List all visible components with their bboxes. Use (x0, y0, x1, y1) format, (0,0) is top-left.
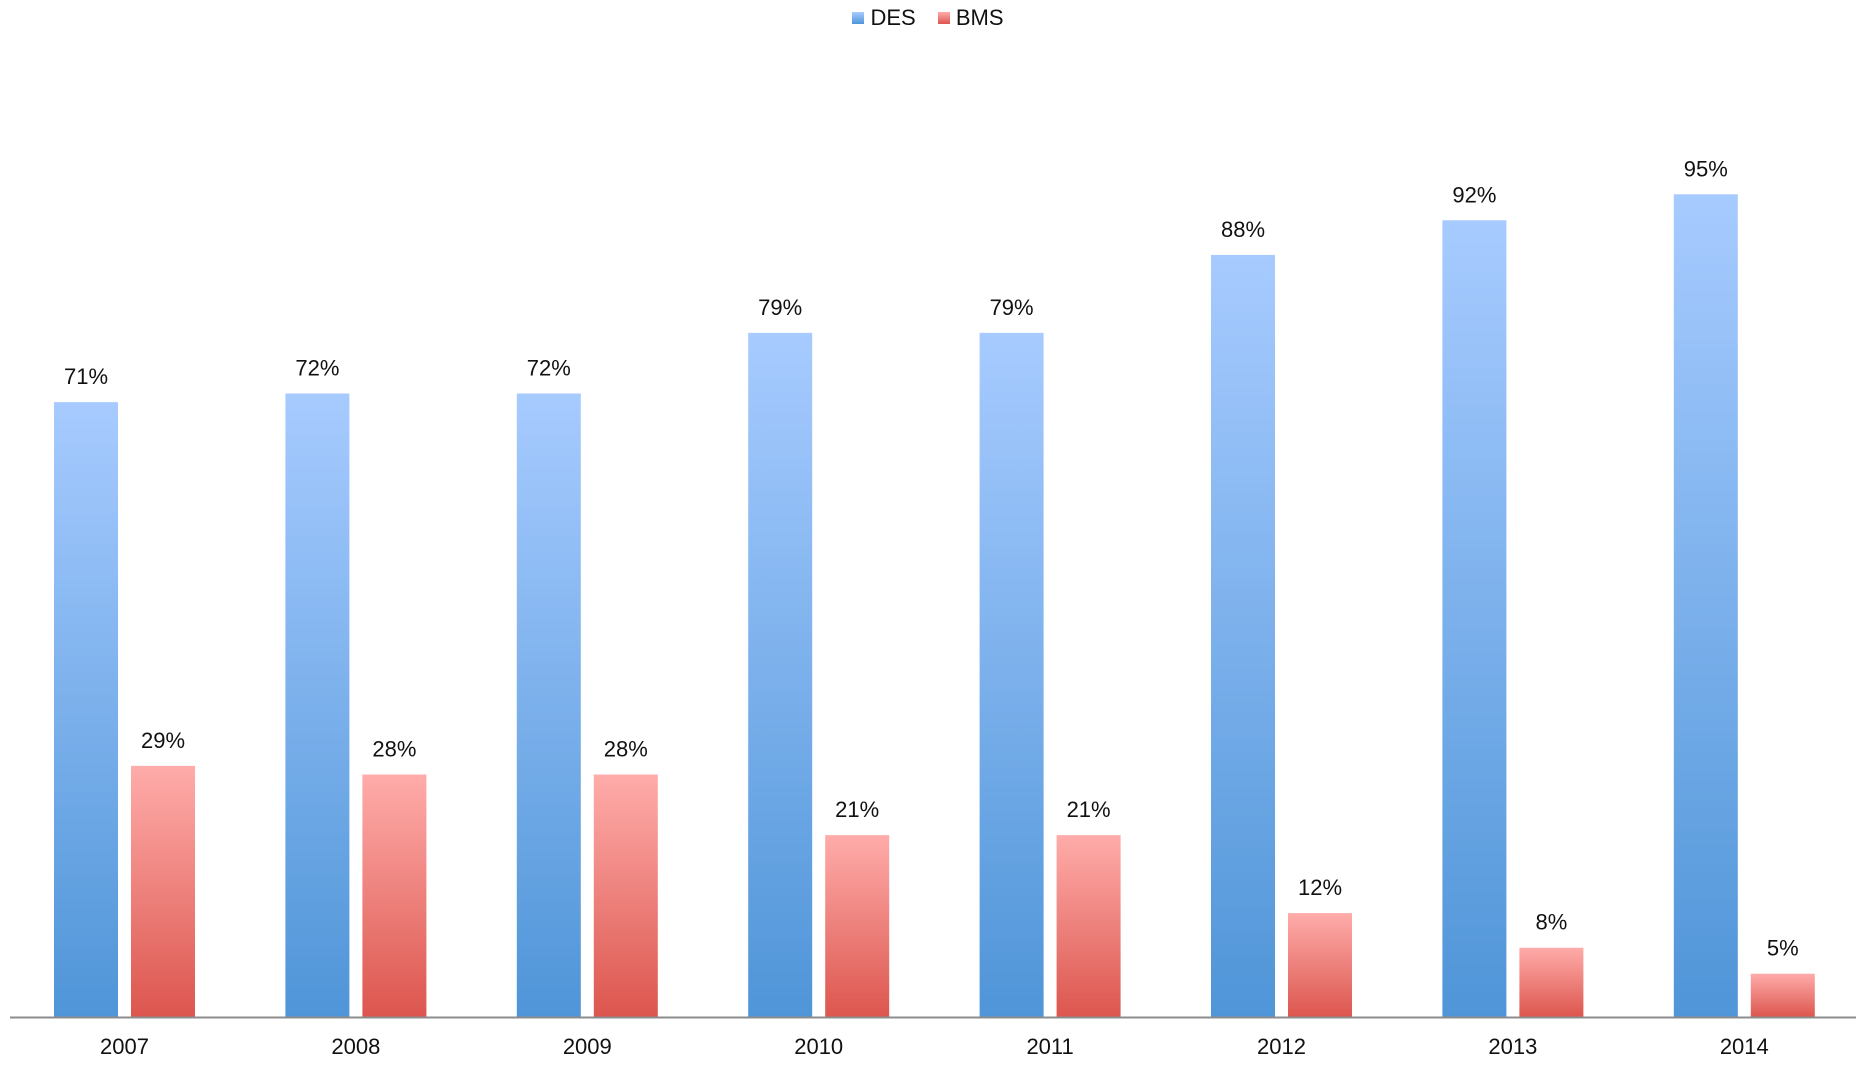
data-label-des-2010: 79% (758, 295, 802, 320)
data-label-des-2013: 92% (1452, 182, 1496, 207)
bar-bms-2009 (593, 774, 658, 1017)
bars-layer (54, 194, 1815, 1018)
legend-label-des: DES (870, 5, 916, 30)
bar-bms-2014 (1750, 973, 1815, 1017)
x-tick-label-2009: 2009 (563, 1034, 612, 1059)
data-label-des-2014: 95% (1684, 156, 1728, 181)
bar-bms-2012 (1288, 913, 1352, 1017)
data-label-bms-2007: 29% (141, 728, 185, 753)
bar-des-2010 (748, 332, 813, 1017)
data-label-des-2008: 72% (295, 355, 339, 380)
legend-label-bms: BMS (955, 5, 1004, 30)
data-label-bms-2012: 12% (1298, 875, 1342, 900)
data-label-bms-2013: 8% (1536, 910, 1568, 935)
legend: DES BMS (0, 4, 1856, 31)
data-label-bms-2008: 28% (372, 737, 416, 762)
data-label-des-2007: 71% (64, 364, 108, 389)
bar-bms-2008 (362, 774, 427, 1017)
data-labels-layer: 71% 29% 72% 28% 72% 28% 79% 21% 79% 21% 88% 12% 92% 8… (64, 156, 1799, 960)
data-label-des-2012: 88% (1221, 217, 1265, 242)
data-label-des-2011: 79% (990, 295, 1034, 320)
data-label-bms-2010: 21% (835, 797, 879, 822)
x-tick-label-2011: 2011 (1026, 1034, 1073, 1059)
bar-des-2007 (54, 402, 118, 1017)
x-tick-label-2012: 2012 (1257, 1034, 1306, 1059)
legend-swatch-bms (937, 12, 950, 24)
data-label-des-2009: 72% (527, 355, 571, 380)
bar-des-2011 (979, 332, 1044, 1017)
bar-bms-2007 (131, 765, 195, 1017)
x-tick-label-2010: 2010 (794, 1034, 843, 1059)
bar-des-2008 (285, 393, 350, 1018)
bar-bms-2010 (825, 835, 890, 1017)
legend-item-des: DES (852, 5, 916, 31)
x-tick-label-2013: 2013 (1488, 1034, 1537, 1059)
legend-item-bms: BMS (937, 5, 1004, 31)
x-tick-label-2008: 2008 (331, 1034, 380, 1059)
bar-des-2014 (1673, 194, 1738, 1018)
data-label-bms-2014: 5% (1767, 936, 1799, 961)
legend-swatch-des (852, 12, 865, 24)
bar-bms-2011 (1056, 835, 1121, 1017)
data-label-bms-2009: 28% (604, 737, 648, 762)
x-tick-label-2007: 2007 (100, 1034, 149, 1059)
data-label-bms-2011: 21% (1067, 797, 1111, 822)
x-tick-label-2014: 2014 (1720, 1034, 1769, 1059)
bar-des-2013 (1442, 220, 1507, 1017)
x-axis: 2007 2008 2009 2010 2011 2012 2013 2014 (10, 1016, 1856, 1059)
bar-bms-2013 (1519, 947, 1584, 1017)
bar-des-2009 (516, 393, 581, 1018)
bar-des-2012 (1211, 254, 1275, 1018)
